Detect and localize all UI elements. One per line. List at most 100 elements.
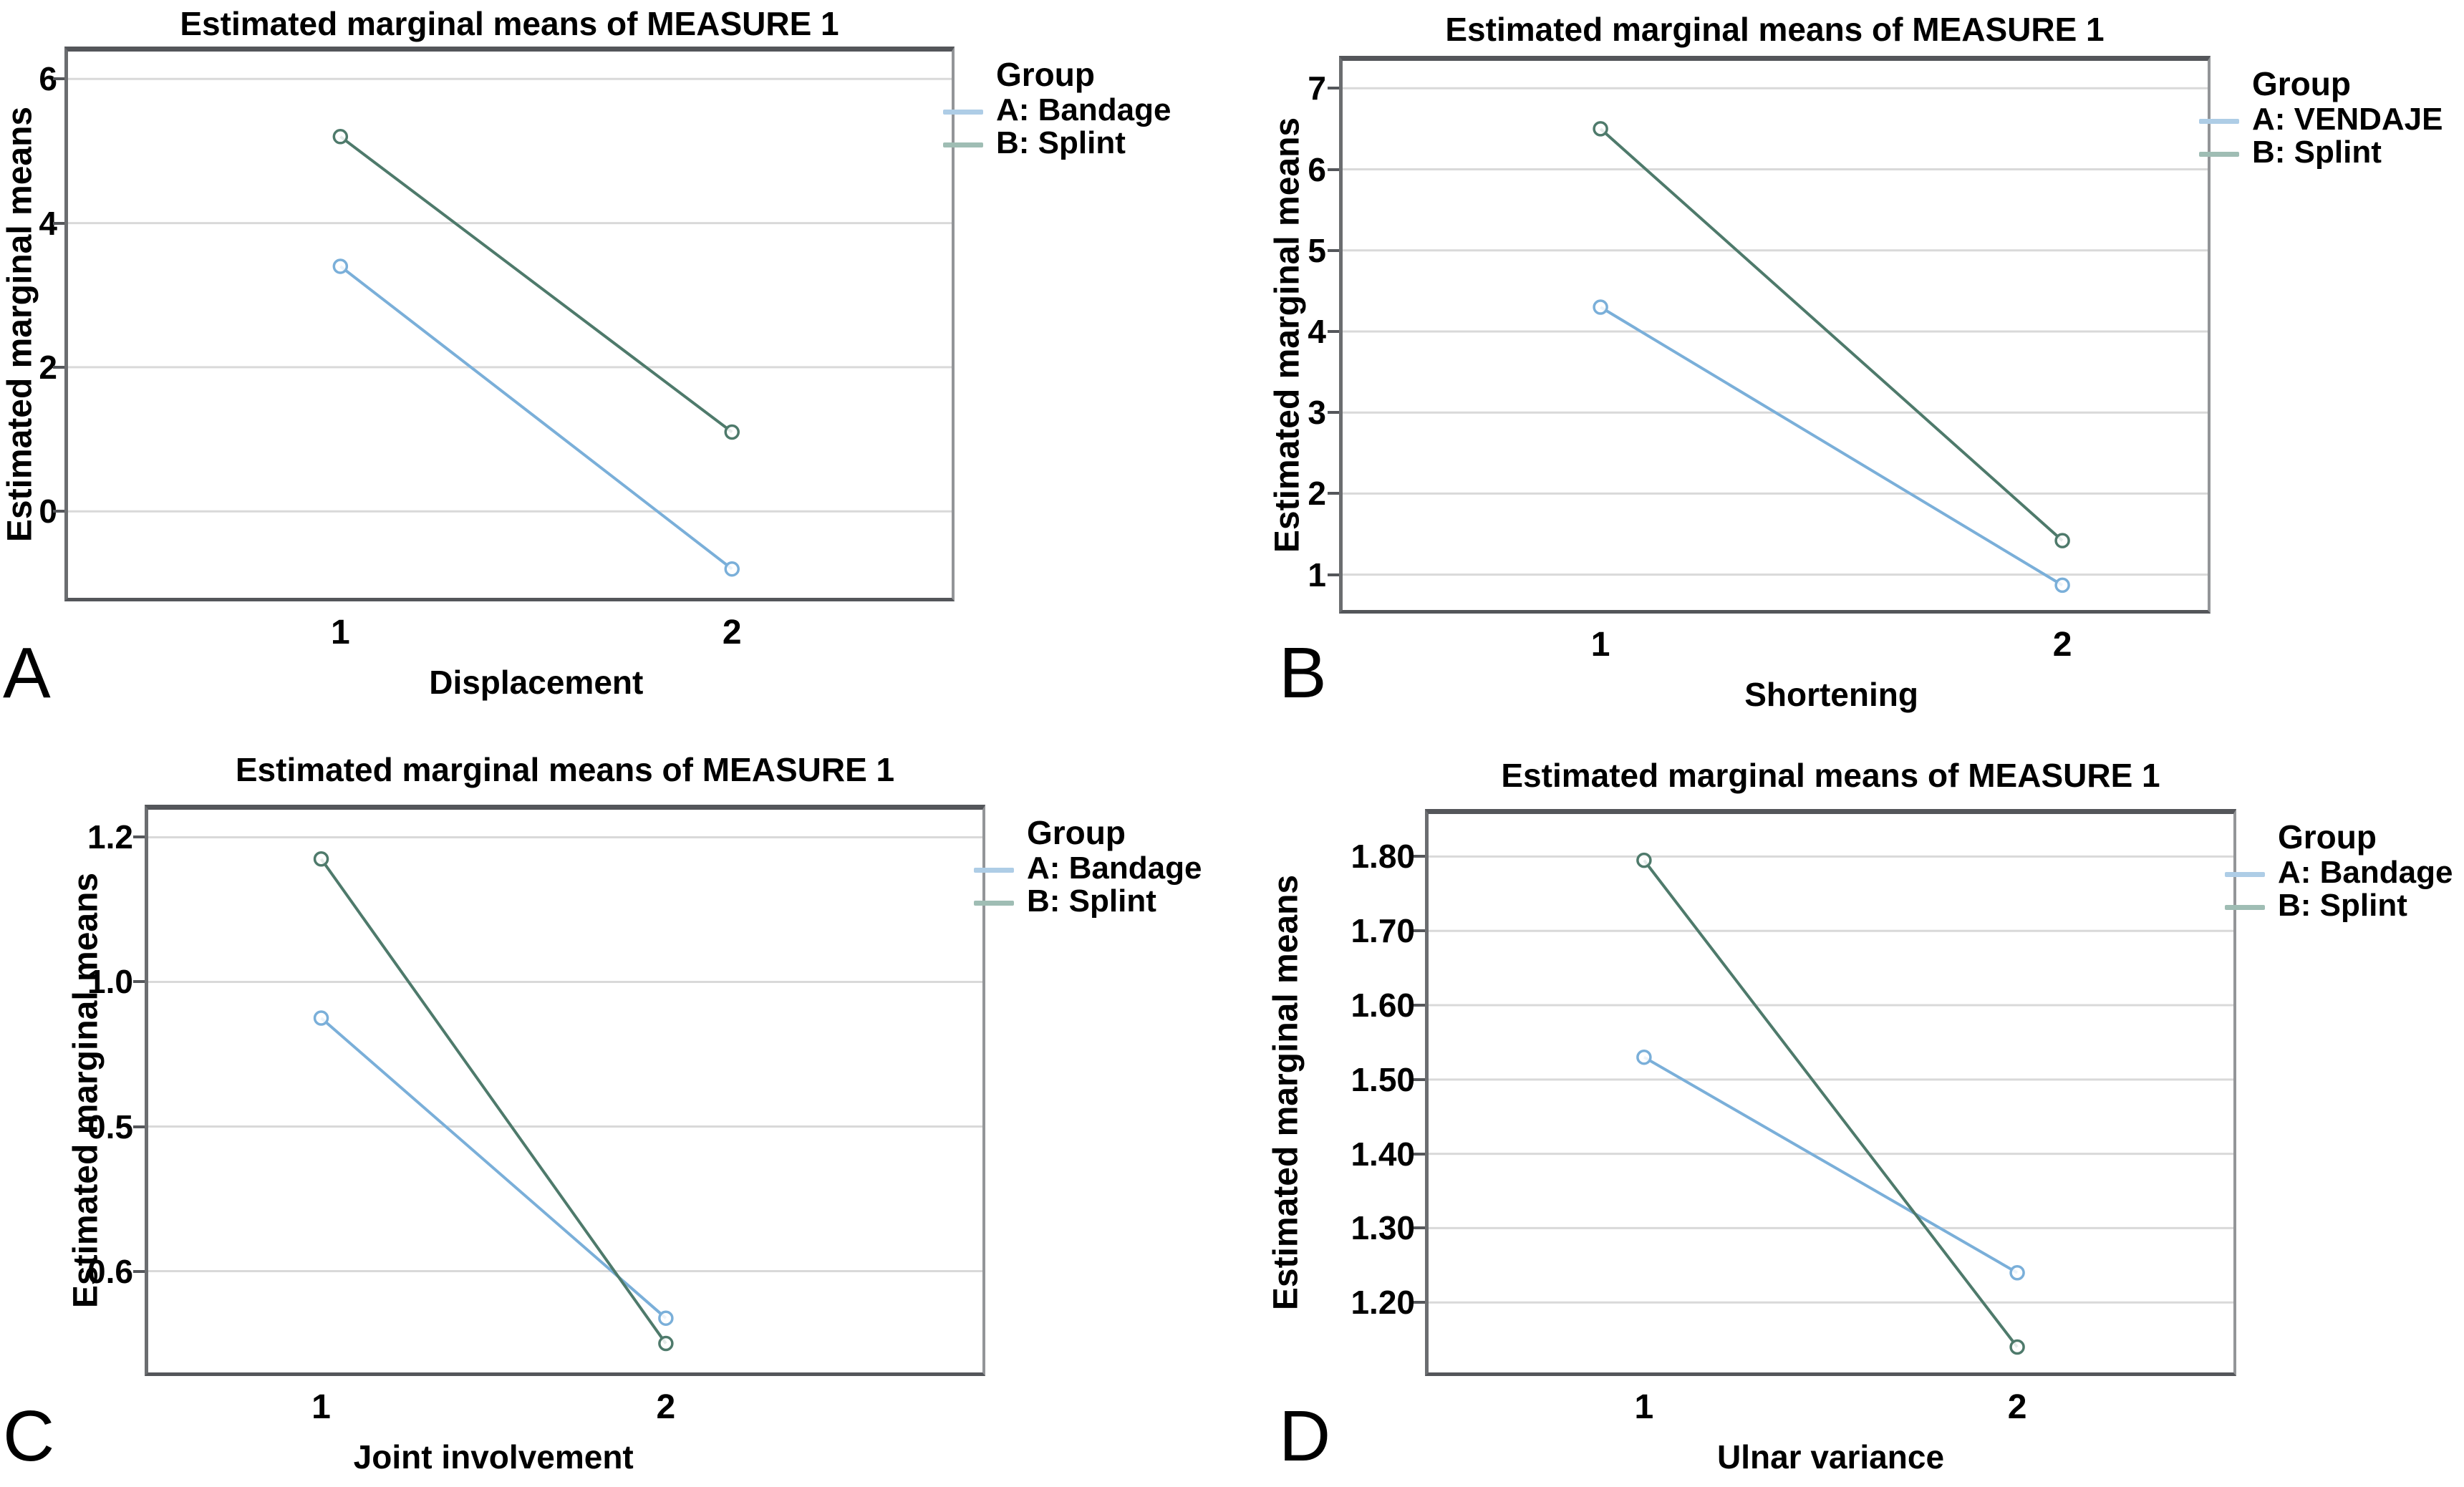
- x-tick-label: 1: [330, 614, 350, 652]
- legend-item-splint: B: Splint: [996, 125, 1126, 160]
- data-point-marker: [1593, 121, 1608, 137]
- panel-letter-a: A: [3, 633, 51, 713]
- y-tick-label: 7: [1308, 69, 1326, 107]
- legend-item-bandage: A: Bandage: [996, 92, 1171, 127]
- x-axis-label: Ulnar variance: [1716, 1438, 1945, 1476]
- data-point-marker: [1636, 1049, 1652, 1065]
- legend-swatch-splint: [974, 901, 1014, 906]
- legend-item-splint: B: Splint: [2252, 135, 2382, 170]
- legend-swatch-bandage: [943, 110, 983, 115]
- data-point-marker: [1593, 299, 1608, 315]
- y-tick-mark: [53, 365, 64, 369]
- y-tick-label: 2: [39, 348, 57, 386]
- y-tick-label: 1.60: [1351, 987, 1415, 1025]
- y-tick-mark: [1328, 411, 1339, 415]
- panel-letter-c: C: [3, 1396, 55, 1476]
- y-tick-mark: [1414, 855, 1425, 858]
- plot-area-d: [1425, 852, 2236, 1355]
- legend-title: Group: [996, 56, 1095, 93]
- plot-frame: [1425, 809, 2236, 1376]
- series-line-splint: [339, 135, 733, 434]
- chart-title: Estimated marginal means of MEASURE 1: [1445, 11, 2105, 48]
- legend-swatch-splint: [943, 142, 983, 147]
- legend-item-bandage: A: Bandage: [2278, 855, 2453, 890]
- plot-frame: [64, 47, 955, 601]
- x-tick-label: 1: [1634, 1388, 1654, 1426]
- data-point-marker: [2009, 1339, 2025, 1355]
- series-line-splint: [319, 858, 667, 1345]
- y-tick-label: 0: [39, 493, 57, 531]
- x-tick-label: 2: [2007, 1388, 2027, 1426]
- y-tick-mark: [1328, 87, 1339, 90]
- y-tick-mark: [133, 835, 145, 839]
- y-tick-mark: [1414, 1077, 1425, 1081]
- y-tick-mark: [53, 77, 64, 81]
- y-tick-mark: [133, 980, 145, 984]
- x-axis-label: Joint involvement: [353, 1438, 634, 1476]
- y-tick-label: 0.6: [87, 1252, 133, 1290]
- data-point-marker: [658, 1310, 674, 1326]
- chart-title: Estimated marginal means of MEASURE 1: [180, 5, 839, 42]
- x-tick-label: 1: [311, 1388, 331, 1426]
- x-tick-label: 2: [722, 614, 742, 652]
- y-tick-label: 1.20: [1351, 1284, 1415, 1322]
- y-tick-mark: [1328, 168, 1339, 171]
- series-line-splint: [1643, 859, 2019, 1348]
- y-tick-label: 1.2: [87, 818, 133, 856]
- y-axis-label: Estimated marginal means: [1, 106, 39, 542]
- legend-title: Group: [2252, 65, 2351, 102]
- legend-swatch-splint: [2199, 152, 2239, 157]
- legend-item-bandage: A: Bandage: [1027, 851, 1202, 886]
- chart-title: Estimated marginal means of MEASURE 1: [1501, 757, 2160, 794]
- plot-frame: [1339, 56, 2211, 614]
- panel-letter-d: D: [1279, 1396, 1331, 1476]
- y-tick-mark: [53, 510, 64, 513]
- y-tick-label: 4: [1308, 312, 1326, 350]
- series-line-bandage: [1600, 306, 2064, 587]
- y-tick-mark: [1328, 492, 1339, 495]
- y-axis-label: Estimated marginal means: [67, 872, 105, 1309]
- legend-item-splint: B: Splint: [1027, 883, 1156, 919]
- data-point-marker: [658, 1335, 674, 1352]
- y-tick-mark: [1414, 1226, 1425, 1230]
- x-tick-label: 2: [656, 1388, 676, 1426]
- y-tick-label: 1.40: [1351, 1135, 1415, 1173]
- plot-area-b: [1339, 87, 2211, 594]
- data-point-marker: [2009, 1264, 2025, 1281]
- x-axis-label: Shortening: [1744, 676, 1918, 713]
- y-tick-mark: [1328, 329, 1339, 333]
- y-tick-mark: [1414, 1004, 1425, 1007]
- y-tick-label: 1.70: [1351, 912, 1415, 950]
- y-tick-mark: [53, 221, 64, 225]
- data-point-marker: [724, 424, 740, 440]
- y-tick-label: 6: [39, 60, 57, 98]
- legend-item-splint: B: Splint: [2278, 888, 2407, 923]
- legend-title: Group: [1027, 814, 1126, 851]
- y-tick-mark: [133, 1125, 145, 1128]
- y-tick-label: 1.30: [1351, 1209, 1415, 1247]
- series-line-splint: [1599, 127, 2064, 542]
- y-tick-label: 0.5: [87, 1108, 133, 1145]
- data-point-marker: [1636, 852, 1652, 868]
- data-point-marker: [332, 258, 349, 274]
- y-tick-mark: [133, 1269, 145, 1273]
- data-point-marker: [313, 1010, 329, 1026]
- data-point-marker: [2054, 577, 2070, 594]
- data-point-marker: [332, 129, 349, 145]
- y-tick-mark: [1414, 929, 1425, 933]
- y-tick-label: 1.50: [1351, 1060, 1415, 1098]
- legend-swatch-bandage: [2199, 119, 2239, 124]
- legend-swatch-splint: [2225, 905, 2265, 910]
- data-point-marker: [313, 851, 329, 867]
- panel-letter-b: B: [1279, 633, 1327, 713]
- series-line-bandage: [339, 265, 733, 571]
- y-tick-label: 6: [1308, 150, 1326, 188]
- data-point-marker: [724, 561, 740, 577]
- y-tick-label: 2: [1308, 475, 1326, 513]
- series-line-bandage: [320, 1017, 667, 1319]
- y-tick-label: 3: [1308, 394, 1326, 432]
- legend-swatch-bandage: [2225, 872, 2265, 877]
- y-tick-label: 1: [1308, 556, 1326, 594]
- series-line-bandage: [1643, 1055, 2019, 1274]
